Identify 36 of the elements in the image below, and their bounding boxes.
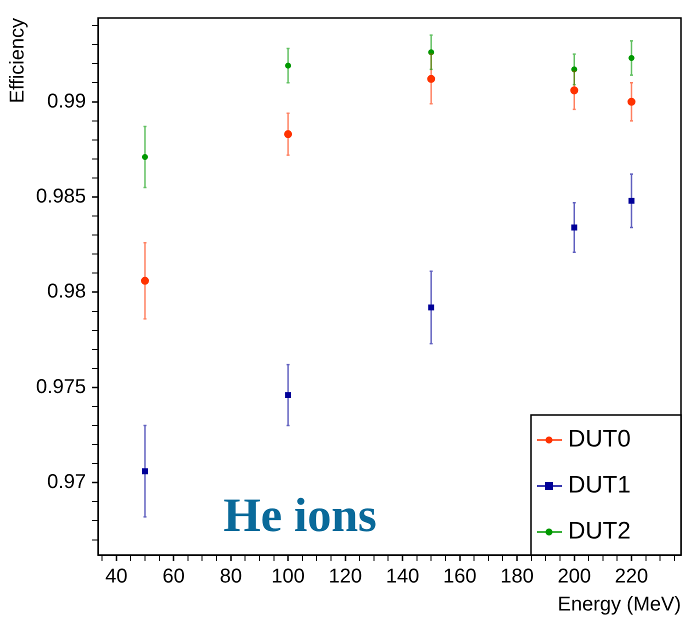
y-tick-label: 0.97 (47, 471, 86, 494)
point (571, 66, 578, 72)
point (427, 74, 436, 83)
legend-label: DUT0 (568, 426, 631, 453)
point (628, 198, 634, 204)
y-tick-label: 0.975 (36, 376, 86, 398)
x-tick-label: 160 (443, 566, 476, 588)
legend-label: DUT1 (568, 472, 631, 499)
x-tick-label: 60 (162, 566, 185, 588)
point (628, 54, 634, 61)
y-tick-label: 0.98 (47, 280, 86, 303)
x-tick-label: 200 (558, 566, 591, 588)
point (142, 468, 148, 474)
point (140, 276, 149, 285)
y-axis-title: Efficiency (6, 18, 29, 104)
point (428, 49, 434, 56)
x-tick-label: 120 (328, 566, 362, 588)
point (284, 130, 292, 138)
y-tick-label: 0.99 (47, 90, 86, 112)
point (142, 154, 148, 160)
point (285, 392, 292, 398)
x-tick-label: 140 (386, 566, 420, 588)
x-tick-label: 40 (105, 566, 128, 588)
point (627, 98, 636, 106)
point (571, 224, 578, 230)
x-axis-title: Energy (MeV) (558, 594, 681, 616)
x-tick-label: 180 (500, 566, 534, 588)
x-tick-label: 220 (614, 566, 648, 588)
point (570, 86, 578, 94)
annotation: He ions (223, 488, 377, 542)
point (428, 304, 434, 310)
x-tick-label: 80 (220, 566, 242, 588)
legend-label: DUT2 (568, 518, 631, 545)
y-tick-label: 0.985 (36, 186, 86, 208)
point (285, 62, 292, 69)
x-tick-label: 100 (271, 566, 305, 588)
